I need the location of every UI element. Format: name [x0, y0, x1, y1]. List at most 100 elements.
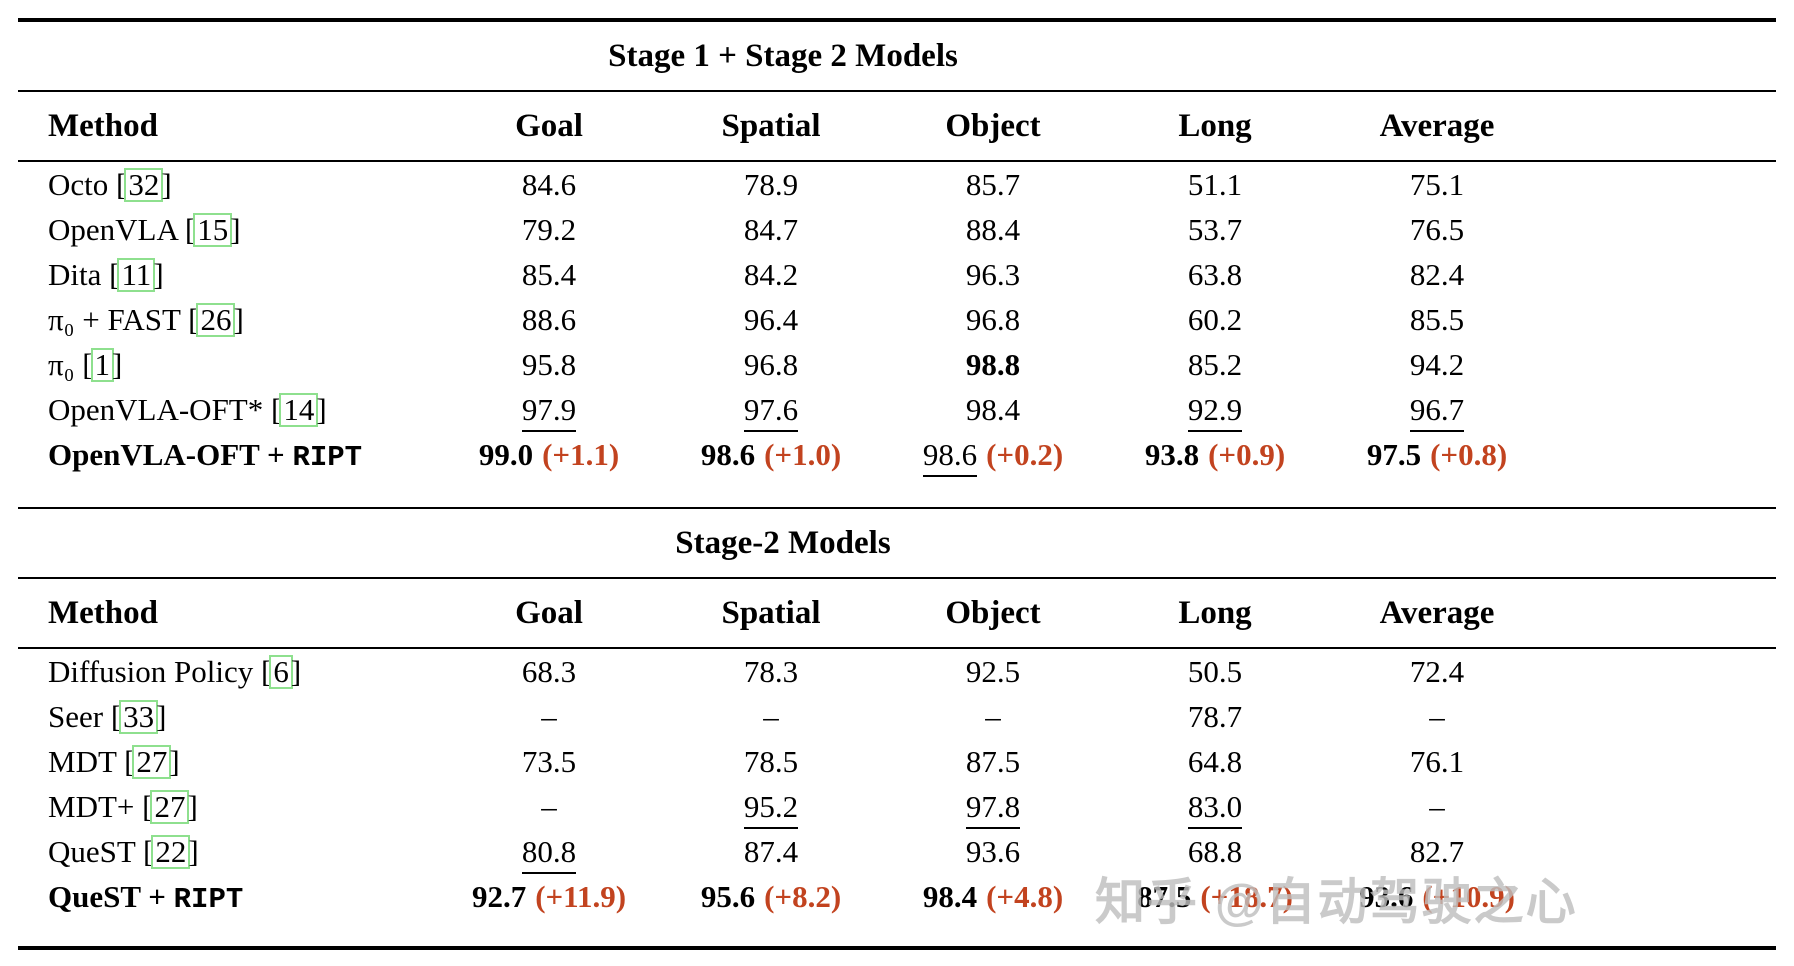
value-cell: 92.9 [1104, 387, 1326, 432]
score-value: 72.4 [1409, 654, 1465, 689]
citation-link[interactable]: 14 [279, 393, 319, 427]
table-row: QueST [22] 80.8 87.4 93.6 68.8 82.7 [18, 829, 1548, 874]
score-value: 97.5 [1366, 437, 1422, 472]
score-value: 92.9 [1187, 391, 1243, 432]
score-value: 79.2 [521, 212, 577, 247]
score-value: 78.5 [743, 744, 799, 779]
score-value: 63.8 [1187, 257, 1243, 292]
delta-badge: (+0.8) [1430, 437, 1508, 472]
score-value: 82.7 [1409, 834, 1465, 869]
value-cell: 85.5 [1326, 297, 1548, 342]
top-rule [18, 18, 1776, 22]
score-value: 50.5 [1187, 654, 1243, 689]
method-cell: π₀ [1] [48, 347, 123, 382]
score-value: 85.4 [521, 257, 577, 292]
value-cell: 84.6 [438, 162, 660, 207]
score-value: 94.2 [1409, 347, 1465, 382]
method-name: QueST + [48, 879, 174, 914]
value-cell: 87.5 [882, 739, 1104, 784]
value-cell: 95.2 [660, 784, 882, 829]
delta-badge: (+1.0) [764, 437, 842, 472]
score-value: 92.5 [965, 654, 1021, 689]
value-cell: 60.2 [1104, 297, 1326, 342]
score-value: 98.4 [922, 879, 978, 914]
value-cell: – [1326, 694, 1548, 739]
value-cell: 51.1 [1104, 162, 1326, 207]
score-value: 97.6 [743, 391, 799, 432]
method-name: MDT [48, 744, 117, 779]
citation-link[interactable]: 11 [117, 258, 156, 292]
column-header-object: Object [945, 108, 1041, 144]
score-value: 85.5 [1409, 302, 1465, 337]
score-value: 78.3 [743, 654, 799, 689]
delta-badge: (+1.1) [542, 437, 620, 472]
score-value: 87.4 [743, 834, 799, 869]
value-cell: 50.5 [1104, 649, 1326, 694]
score-value: 96.8 [743, 347, 799, 382]
value-cell: 97.5 (+0.8) [1326, 432, 1548, 480]
value-cell: 85.7 [882, 162, 1104, 207]
score-value: 51.1 [1187, 167, 1243, 202]
column-header-object: Object [945, 595, 1041, 631]
value-cell: 98.4 [882, 387, 1104, 432]
citation-link[interactable]: 15 [193, 213, 233, 247]
table-title-stage12: Stage 1 + Stage 2 Models [608, 38, 958, 74]
score-value: 98.8 [965, 347, 1021, 382]
value-cell: 78.5 [660, 739, 882, 784]
score-value: 95.6 [700, 879, 756, 914]
method-cell: OpenVLA-OFT + RIPT [18, 432, 438, 480]
citation-link[interactable]: 27 [150, 790, 190, 824]
value-cell: 96.8 [660, 342, 882, 387]
score-value: 96.4 [743, 302, 799, 337]
method-cell: OpenVLA-OFT* [14] [48, 392, 327, 427]
method-name: π₀ [48, 347, 75, 382]
citation-link[interactable]: 6 [269, 655, 293, 689]
table-row: Octo [32] 84.6 78.9 85.7 51.1 75.1 [18, 162, 1548, 207]
delta-badge: (+8.2) [764, 879, 842, 914]
value-cell: 96.8 [882, 297, 1104, 342]
citation-link[interactable]: 32 [124, 168, 164, 202]
value-cell: 94.2 [1326, 342, 1548, 387]
score-value: – [763, 699, 779, 734]
score-value: 73.5 [521, 744, 577, 779]
citation-link[interactable]: 26 [196, 303, 236, 337]
table-body-stage2: Diffusion Policy [6] 68.3 78.3 92.5 50.5 72.4… [0, 649, 1794, 919]
delta-badge: (+4.8) [986, 879, 1064, 914]
score-value: 84.6 [521, 167, 577, 202]
score-value: 88.6 [521, 302, 577, 337]
table-row: OpenVLA [15] 79.2 84.7 88.4 53.7 76.5 [18, 207, 1548, 252]
citation-link[interactable]: 22 [151, 835, 191, 869]
score-value: 96.8 [965, 302, 1021, 337]
value-cell: 84.2 [660, 252, 882, 297]
score-value: 87.5 [1137, 879, 1192, 914]
value-cell: 95.6 (+8.2) [660, 874, 882, 922]
value-cell: – [1326, 784, 1548, 829]
score-value: 80.8 [521, 833, 577, 874]
citation-link[interactable]: 1 [90, 348, 115, 382]
value-cell: 97.9 [438, 387, 660, 432]
score-value: – [1429, 699, 1445, 734]
divider [18, 507, 1776, 509]
score-value: 98.6 [700, 437, 756, 472]
value-cell: 64.8 [1104, 739, 1326, 784]
value-cell: 79.2 [438, 207, 660, 252]
column-header-long: Long [1178, 595, 1252, 631]
column-header-goal: Goal [515, 595, 583, 631]
ript-label: RIPT [292, 441, 363, 474]
value-cell: 78.9 [660, 162, 882, 207]
value-cell: 93.6 [882, 829, 1104, 874]
score-value: 84.7 [743, 212, 799, 247]
table-row: QueST + RIPT 92.7 (+11.9) 95.6 (+8.2) 98.4 (+4… [18, 874, 1548, 919]
value-cell: 84.7 [660, 207, 882, 252]
table-row: π₀ + FAST [26] 88.6 96.4 96.8 60.2 85.5 [18, 297, 1548, 342]
value-cell: 93.8 (+0.9) [1104, 432, 1326, 480]
citation-link[interactable]: 27 [132, 745, 172, 779]
citation-link[interactable]: 33 [119, 700, 159, 734]
score-value: – [541, 699, 557, 734]
divider [18, 90, 1776, 92]
table-row: OpenVLA-OFT + RIPT 99.0 (+1.1) 98.6 (+1.0) 98… [18, 432, 1548, 477]
value-cell: 78.7 [1104, 694, 1326, 739]
method-name: Dita [48, 257, 102, 292]
value-cell: – [882, 694, 1104, 739]
method-name: OpenVLA-OFT* [48, 392, 264, 427]
